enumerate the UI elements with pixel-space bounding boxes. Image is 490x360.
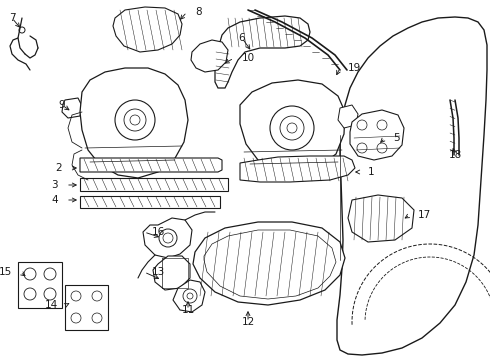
Text: 12: 12: [242, 317, 255, 327]
Polygon shape: [350, 110, 404, 160]
Text: 1: 1: [368, 167, 375, 177]
Text: 2: 2: [55, 163, 62, 173]
Text: 3: 3: [51, 180, 58, 190]
Text: 18: 18: [448, 150, 462, 160]
Text: 17: 17: [418, 210, 431, 220]
Polygon shape: [204, 230, 336, 299]
Text: 15: 15: [0, 267, 12, 277]
Text: 9: 9: [59, 100, 65, 110]
Polygon shape: [113, 7, 182, 52]
Text: 11: 11: [181, 305, 195, 315]
Text: 16: 16: [152, 227, 165, 237]
Polygon shape: [215, 16, 310, 88]
Polygon shape: [80, 178, 228, 191]
Text: 19: 19: [348, 63, 361, 73]
Text: 14: 14: [45, 300, 58, 310]
Polygon shape: [193, 222, 345, 305]
Polygon shape: [80, 68, 188, 178]
Polygon shape: [153, 256, 190, 290]
Polygon shape: [173, 280, 205, 312]
Polygon shape: [348, 195, 414, 242]
Polygon shape: [80, 158, 222, 172]
Polygon shape: [80, 196, 220, 208]
Polygon shape: [338, 105, 358, 128]
Text: 7: 7: [9, 13, 15, 23]
Text: 4: 4: [51, 195, 58, 205]
Text: 6: 6: [239, 33, 245, 43]
Polygon shape: [240, 80, 345, 172]
Text: 10: 10: [242, 53, 255, 63]
Text: 8: 8: [195, 7, 201, 17]
Text: 5: 5: [393, 133, 400, 143]
Polygon shape: [65, 285, 108, 330]
Polygon shape: [18, 262, 62, 308]
Polygon shape: [240, 156, 355, 182]
Polygon shape: [143, 218, 192, 258]
Polygon shape: [191, 40, 228, 72]
Polygon shape: [62, 98, 82, 118]
Text: 13: 13: [152, 267, 165, 277]
Polygon shape: [337, 17, 487, 355]
